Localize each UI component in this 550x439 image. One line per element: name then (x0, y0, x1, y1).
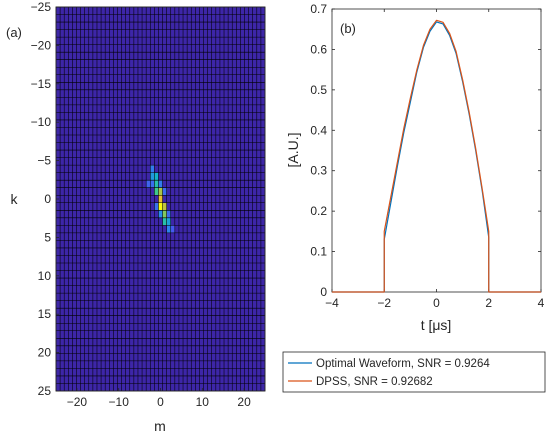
heatmap-y-tick-label: 10 (38, 269, 52, 283)
heatmap-x-tick-label: 20 (237, 395, 251, 409)
heatmap-cell (150, 165, 155, 173)
heatmap-cell (158, 195, 163, 203)
line-x-tick-label: −4 (325, 296, 339, 310)
heatmap-grid (56, 7, 265, 391)
heatmap-cell (166, 225, 171, 233)
heatmap-cell (154, 172, 159, 181)
line-x-tick-label: 0 (433, 296, 440, 310)
heatmap-x-label: m (154, 418, 166, 434)
heatmap-x-tick-label: −20 (67, 395, 88, 409)
legend-entry-optimal: Optimal Waveform, SNR = 0.9264 (316, 358, 490, 370)
series-line-dpss (332, 19, 541, 293)
heatmap-cell (162, 202, 167, 211)
heatmap-panel-label: (a) (6, 25, 22, 40)
line-y-tick-label: 0.4 (310, 123, 327, 137)
heatmap-cell (162, 210, 167, 218)
heatmap-y-tick-label: −15 (31, 77, 52, 91)
heatmap-panel: −20 −10 0 10 20 −25 −20 −15 −10 −5 0 5 10 15 20 25 (a)… (6, 0, 266, 434)
line-panel-label: (b) (340, 21, 356, 36)
heatmap-cell (158, 187, 163, 196)
heatmap-cell (154, 202, 159, 211)
heatmap-x-tick-label: −10 (109, 395, 130, 409)
heatmap-cell (154, 187, 159, 196)
line-y-tick-label: 0.3 (310, 164, 327, 178)
heatmap-y-tick-label: 5 (44, 230, 51, 244)
line-y-tick-label: 0.2 (310, 204, 327, 218)
line-y-tick-label: 0.5 (310, 83, 327, 97)
heatmap-cell (150, 180, 155, 188)
heatmap-y-tick-label: 20 (38, 346, 52, 360)
heatmap-cell (170, 225, 175, 233)
heatmap-x-ticks: −20 −10 0 10 20 (67, 388, 251, 409)
line-y-ticks: 0 0.1 0.2 0.3 0.4 0.5 0.6 0.7 (310, 2, 541, 299)
line-x-tick-label: −2 (377, 296, 391, 310)
heatmap-y-tick-label: 0 (44, 192, 51, 206)
line-series-group (332, 19, 541, 293)
heatmap-cell (158, 210, 163, 218)
heatmap-cell (146, 180, 151, 188)
line-y-tick-label: 0.1 (310, 245, 327, 259)
heatmap-cell (154, 180, 159, 188)
legend-entry-dpss: DPSS, SNR = 0.92682 (316, 376, 433, 388)
heatmap-y-tick-label: 25 (38, 384, 52, 398)
heatmap-y-tick-label: −25 (31, 0, 52, 14)
line-y-tick-label: 0.7 (310, 2, 327, 16)
line-panel: −4 −2 0 2 4 0 0.1 0.2 0.3 0.4 0.5 0.6 0.7 (b) t [μs… (282, 2, 546, 393)
legend-box (282, 351, 546, 393)
heatmap-y-tick-label: −10 (31, 115, 52, 129)
line-y-label: [A.U.] (285, 132, 301, 167)
heatmap-cells (146, 165, 175, 233)
heatmap-y-label: k (11, 191, 19, 207)
legend: Optimal Waveform, SNR = 0.9264 DPSS, SNR… (282, 351, 546, 393)
line-x-ticks: −4 −2 0 2 4 (325, 9, 545, 310)
heatmap-x-tick-label: 10 (196, 395, 210, 409)
heatmap-y-tick-label: −5 (37, 154, 51, 168)
line-x-tick-label: 4 (538, 296, 545, 310)
heatmap-cell (162, 217, 167, 226)
line-y-tick-label: 0.6 (310, 42, 327, 56)
heatmap-y-tick-label: −20 (31, 38, 52, 52)
line-x-tick-label: 2 (485, 296, 492, 310)
heatmap-cell (150, 172, 155, 181)
heatmap-cell (158, 180, 163, 188)
heatmap-y-ticks: −25 −20 −15 −10 −5 0 5 10 15 20 25 (31, 0, 59, 398)
line-x-label: t [μs] (421, 317, 452, 333)
line-y-tick-label: 0 (320, 285, 327, 299)
heatmap-cell (158, 202, 163, 211)
heatmap-cell (162, 187, 167, 196)
heatmap-cell (166, 217, 171, 226)
heatmap-cell (166, 210, 171, 218)
line-plot-area (331, 8, 542, 293)
heatmap-y-tick-label: 15 (38, 307, 52, 321)
heatmap-x-tick-label: 0 (157, 395, 164, 409)
